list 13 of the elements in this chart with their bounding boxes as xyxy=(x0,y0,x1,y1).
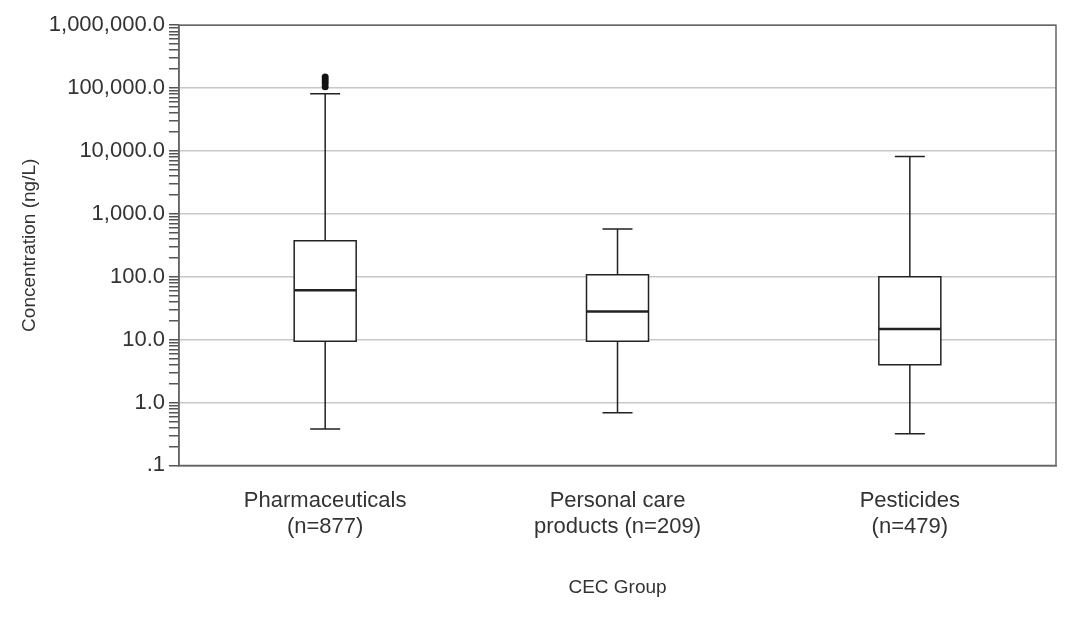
y-tick-label: 100.0 xyxy=(109,262,166,288)
y-tick-label: .1 xyxy=(146,451,166,477)
x-tick-label: Pharmaceuticals (n=877) xyxy=(243,486,407,539)
x-axis-title: CEC Group xyxy=(568,575,667,597)
y-axis-title: Concentration (ng/L) xyxy=(17,158,39,332)
y-tick-label: 1,000.0 xyxy=(91,199,166,225)
x-tick-label: Personal care products (n=209) xyxy=(534,486,701,539)
y-tick-label: 10,000.0 xyxy=(79,137,166,163)
y-tick-label: 10.0 xyxy=(122,325,166,351)
y-tick-label: 100,000.0 xyxy=(67,74,166,100)
y-tick-label: 1.0 xyxy=(134,388,166,414)
x-tick-label: Pesticides (n=479) xyxy=(859,486,960,539)
y-tick-label: 1,000,000.0 xyxy=(48,11,166,37)
